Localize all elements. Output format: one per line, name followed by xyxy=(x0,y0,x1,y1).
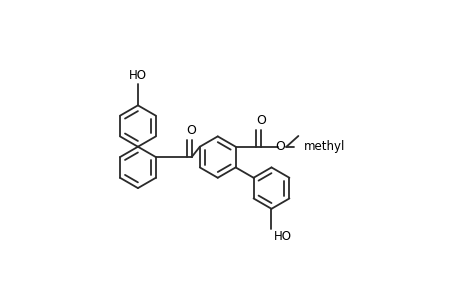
Text: O: O xyxy=(275,140,285,153)
Text: HO: HO xyxy=(274,230,291,243)
Text: HO: HO xyxy=(129,69,146,82)
Text: methyl: methyl xyxy=(303,140,345,153)
Text: O: O xyxy=(255,114,265,127)
Text: O: O xyxy=(186,124,196,137)
